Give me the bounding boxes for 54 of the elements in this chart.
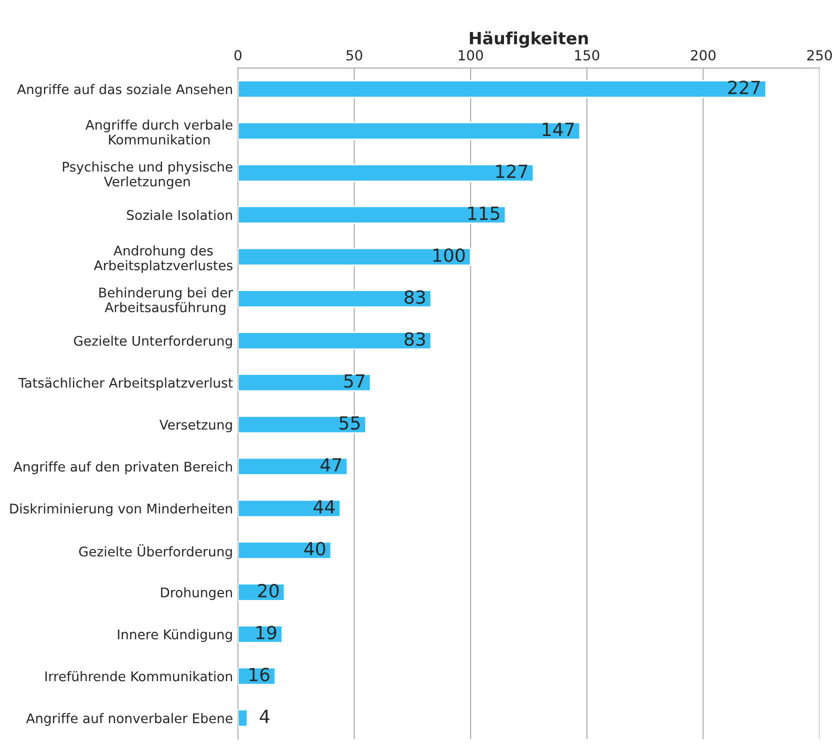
y-tick-label: Diskriminierung von Minderheiten bbox=[10, 503, 232, 516]
y-tick-label: Angriffe durch verbale Kommunikation bbox=[85, 120, 232, 145]
data-label: 47 bbox=[320, 458, 342, 472]
data-label: 227 bbox=[728, 80, 760, 94]
y-tick-label: Angriffe auf nonverbaler Ebene bbox=[26, 713, 232, 726]
bar bbox=[238, 373, 372, 392]
y-tick-label: Angriffe auf das soziale Ansehen bbox=[17, 84, 232, 97]
bar bbox=[238, 206, 506, 224]
y-tick-label: Innere Kündigung bbox=[118, 629, 232, 642]
data-label: 19 bbox=[256, 626, 276, 640]
bar bbox=[238, 457, 348, 476]
data-label: 40 bbox=[304, 542, 326, 556]
bar bbox=[238, 708, 248, 728]
y-tick-label: Soziale Isolation bbox=[126, 210, 232, 220]
bar bbox=[238, 415, 367, 434]
x-tick-label: 50 bbox=[346, 50, 362, 61]
bar bbox=[238, 583, 286, 602]
data-label: 83 bbox=[404, 332, 425, 346]
y-tick-label: Tatsächlicher Arbeitsplatzverlust bbox=[18, 378, 233, 390]
data-label: 57 bbox=[344, 374, 364, 388]
y-tick-label: Angriffe auf den privaten Bereich bbox=[13, 461, 232, 474]
bar bbox=[238, 625, 283, 644]
bar bbox=[238, 290, 432, 308]
x-tick-label: 250 bbox=[807, 50, 832, 61]
data-label: 100 bbox=[433, 248, 465, 262]
data-label: 55 bbox=[340, 416, 360, 430]
bar bbox=[238, 248, 472, 266]
x-tick-label: 100 bbox=[458, 50, 483, 61]
data-label: 147 bbox=[542, 122, 574, 136]
bar bbox=[238, 541, 332, 560]
bar bbox=[238, 122, 581, 140]
data-label: 115 bbox=[468, 206, 500, 220]
x-tick-label: 0 bbox=[234, 50, 242, 61]
data-label: 83 bbox=[404, 290, 425, 304]
y-tick-label: Drohungen bbox=[161, 587, 232, 600]
x-axis-title: Häufigkeiten bbox=[470, 31, 588, 48]
data-label: 44 bbox=[314, 500, 335, 514]
bar bbox=[238, 80, 767, 98]
y-tick-label: Irreführende Kommunikation bbox=[45, 671, 232, 682]
bar bbox=[238, 499, 342, 518]
data-label: 127 bbox=[496, 164, 528, 178]
y-tick-label: Gezielte Überforderung bbox=[79, 544, 232, 560]
data-label: 20 bbox=[258, 584, 279, 598]
bar bbox=[238, 164, 534, 182]
y-tick-label: Gezielte Unterforderung bbox=[74, 336, 232, 348]
bar bbox=[238, 332, 432, 350]
y-tick-label: Androhung des Arbeitsplatzverlustes bbox=[94, 245, 232, 273]
data-label: 16 bbox=[250, 668, 270, 682]
data-label: 4 bbox=[260, 710, 270, 724]
y-tick-label: Psychische und physische Verletzungen bbox=[62, 162, 232, 190]
x-tick-label: 200 bbox=[690, 50, 716, 61]
x-tick-label: 150 bbox=[575, 50, 600, 61]
y-tick-label: Behinderung bei der Arbeitsausführung bbox=[99, 287, 234, 315]
y-tick-label: Versetzung bbox=[159, 420, 232, 432]
